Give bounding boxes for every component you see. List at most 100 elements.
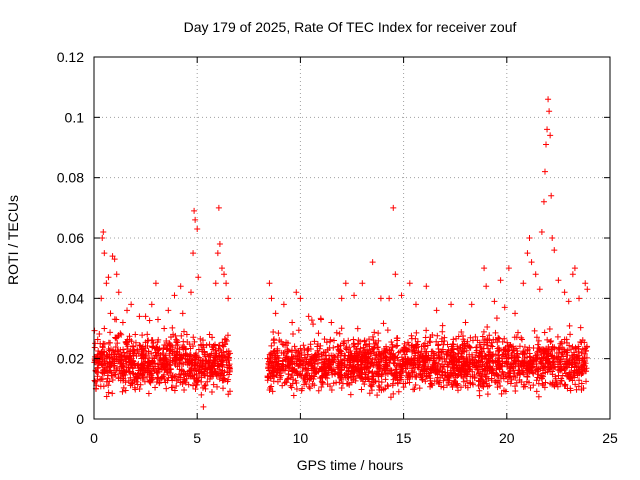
data-point — [354, 325, 361, 332]
data-point — [219, 339, 226, 346]
data-point — [353, 366, 360, 373]
data-point — [223, 338, 230, 345]
data-point — [163, 338, 170, 345]
data-point — [378, 350, 385, 357]
data-point — [495, 335, 502, 342]
data-point — [433, 307, 440, 314]
data-point — [567, 375, 574, 382]
data-point — [467, 334, 474, 341]
data-point — [445, 379, 452, 386]
data-point — [403, 362, 410, 369]
data-point — [529, 357, 536, 364]
data-point — [161, 342, 168, 349]
data-point — [503, 359, 510, 366]
data-point — [146, 377, 153, 384]
data-point — [350, 336, 357, 343]
data-point — [416, 370, 423, 377]
data-point — [109, 390, 116, 397]
data-point — [575, 348, 582, 355]
x-tick-label: 5 — [193, 430, 201, 446]
data-point — [566, 376, 573, 383]
data-point — [348, 373, 355, 380]
data-point — [347, 391, 354, 398]
data-point — [105, 346, 112, 353]
data-point — [573, 364, 580, 371]
data-point — [173, 349, 180, 356]
data-point — [463, 377, 470, 384]
data-point — [572, 381, 579, 388]
data-point — [430, 350, 437, 357]
data-point — [533, 356, 540, 363]
data-point — [511, 370, 518, 377]
data-point — [311, 382, 318, 389]
data-point — [578, 357, 585, 364]
data-point — [283, 379, 290, 386]
data-point — [377, 295, 384, 302]
data-point — [513, 334, 520, 341]
data-point — [375, 382, 382, 389]
data-point — [364, 374, 371, 381]
data-point — [186, 341, 193, 348]
data-point — [374, 392, 381, 399]
data-point — [425, 372, 432, 379]
data-point — [497, 364, 504, 371]
data-point — [580, 361, 587, 368]
data-point — [500, 351, 507, 358]
data-point — [289, 319, 296, 326]
data-point — [416, 354, 423, 361]
data-point — [191, 374, 198, 381]
data-point — [490, 369, 497, 376]
data-point — [111, 256, 118, 263]
data-point — [543, 141, 550, 148]
data-point — [438, 335, 445, 342]
data-point — [544, 336, 551, 343]
data-point — [534, 374, 541, 381]
data-point — [383, 365, 390, 372]
data-point — [339, 380, 346, 387]
data-point — [379, 368, 386, 375]
data-point — [152, 384, 159, 391]
data-point — [494, 372, 501, 379]
chart-title: Day 179 of 2025, Rate Of TEC Index for r… — [184, 19, 517, 35]
data-point — [269, 388, 276, 395]
data-point — [134, 381, 141, 388]
data-point — [334, 354, 341, 361]
data-point — [345, 337, 352, 344]
data-point — [392, 271, 399, 278]
data-point — [340, 340, 347, 347]
data-point — [176, 366, 183, 373]
data-point — [284, 340, 291, 347]
data-point — [98, 349, 105, 356]
data-point — [192, 216, 199, 223]
data-point — [204, 378, 211, 385]
data-point — [357, 345, 364, 352]
data-point — [113, 353, 120, 360]
data-point — [524, 374, 531, 381]
data-point — [274, 362, 281, 369]
data-point — [480, 328, 487, 335]
data-point — [541, 364, 548, 371]
data-point — [560, 346, 567, 353]
data-point — [161, 325, 168, 332]
data-point — [107, 329, 114, 336]
data-point — [176, 356, 183, 363]
data-point — [558, 339, 565, 346]
data-point — [178, 332, 185, 339]
data-point — [168, 384, 175, 391]
data-point — [475, 377, 482, 384]
data-point — [180, 346, 187, 353]
data-point — [272, 310, 279, 317]
data-point — [198, 391, 205, 398]
data-point — [389, 382, 396, 389]
data-point — [394, 335, 401, 342]
data-point — [137, 370, 144, 377]
data-point — [294, 353, 301, 360]
data-point — [439, 322, 446, 329]
data-point — [303, 381, 310, 388]
data-point — [445, 373, 452, 380]
data-point — [315, 387, 322, 394]
data-point — [173, 383, 180, 390]
data-point — [520, 348, 527, 355]
data-point — [152, 349, 159, 356]
data-point — [270, 378, 277, 385]
